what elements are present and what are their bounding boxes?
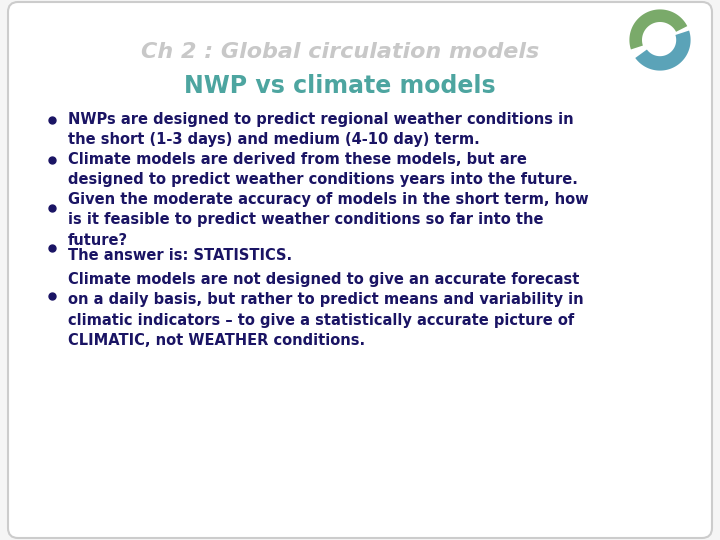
Polygon shape — [635, 31, 690, 71]
Text: Ch 2 : Global circulation models: Ch 2 : Global circulation models — [141, 42, 539, 62]
Text: Given the moderate accuracy of models in the short term, how
is it feasible to p: Given the moderate accuracy of models in… — [68, 192, 589, 248]
Text: NWPs are designed to predict regional weather conditions in
the short (1-3 days): NWPs are designed to predict regional we… — [68, 112, 574, 147]
Text: The answer is: STATISTICS.: The answer is: STATISTICS. — [68, 248, 292, 263]
Text: NWP vs climate models: NWP vs climate models — [184, 74, 496, 98]
Polygon shape — [629, 9, 688, 50]
Text: Climate models are not designed to give an accurate forecast
on a daily basis, b: Climate models are not designed to give … — [68, 272, 584, 348]
Text: Climate models are derived from these models, but are
designed to predict weathe: Climate models are derived from these mo… — [68, 152, 578, 187]
FancyBboxPatch shape — [8, 2, 712, 538]
